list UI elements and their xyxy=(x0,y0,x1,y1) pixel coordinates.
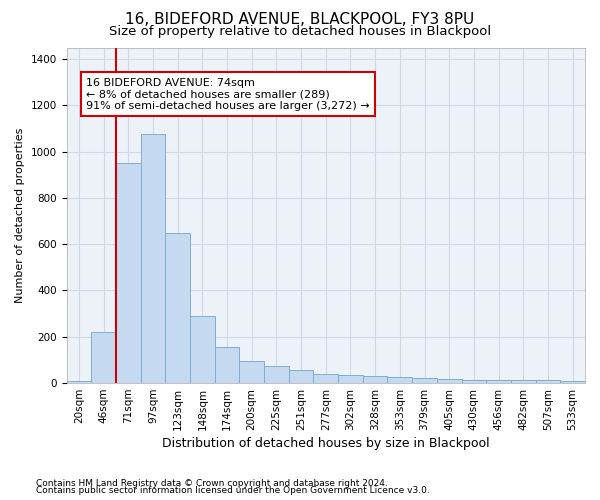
Bar xyxy=(190,316,215,383)
Bar xyxy=(412,378,437,383)
Bar xyxy=(388,377,412,383)
Bar xyxy=(140,134,165,383)
Bar xyxy=(363,376,388,383)
Bar xyxy=(91,332,116,383)
Bar xyxy=(461,380,486,383)
Bar xyxy=(338,375,363,383)
Text: Contains HM Land Registry data © Crown copyright and database right 2024.: Contains HM Land Registry data © Crown c… xyxy=(36,478,388,488)
Bar xyxy=(437,379,461,383)
Text: Contains public sector information licensed under the Open Government Licence v3: Contains public sector information licen… xyxy=(36,486,430,495)
Bar xyxy=(264,366,289,383)
Bar xyxy=(165,232,190,383)
Bar xyxy=(313,374,338,383)
Text: 16, BIDEFORD AVENUE, BLACKPOOL, FY3 8PU: 16, BIDEFORD AVENUE, BLACKPOOL, FY3 8PU xyxy=(125,12,475,28)
Bar xyxy=(215,347,239,383)
Bar xyxy=(536,380,560,383)
Bar xyxy=(116,163,140,383)
Bar xyxy=(289,370,313,383)
Y-axis label: Number of detached properties: Number of detached properties xyxy=(15,128,25,303)
Bar xyxy=(486,380,511,383)
Bar xyxy=(511,380,536,383)
Bar xyxy=(67,381,91,383)
Text: 16 BIDEFORD AVENUE: 74sqm
← 8% of detached houses are smaller (289)
91% of semi-: 16 BIDEFORD AVENUE: 74sqm ← 8% of detach… xyxy=(86,78,370,111)
Bar xyxy=(239,361,264,383)
X-axis label: Distribution of detached houses by size in Blackpool: Distribution of detached houses by size … xyxy=(162,437,490,450)
Bar xyxy=(560,382,585,383)
Text: Size of property relative to detached houses in Blackpool: Size of property relative to detached ho… xyxy=(109,25,491,38)
